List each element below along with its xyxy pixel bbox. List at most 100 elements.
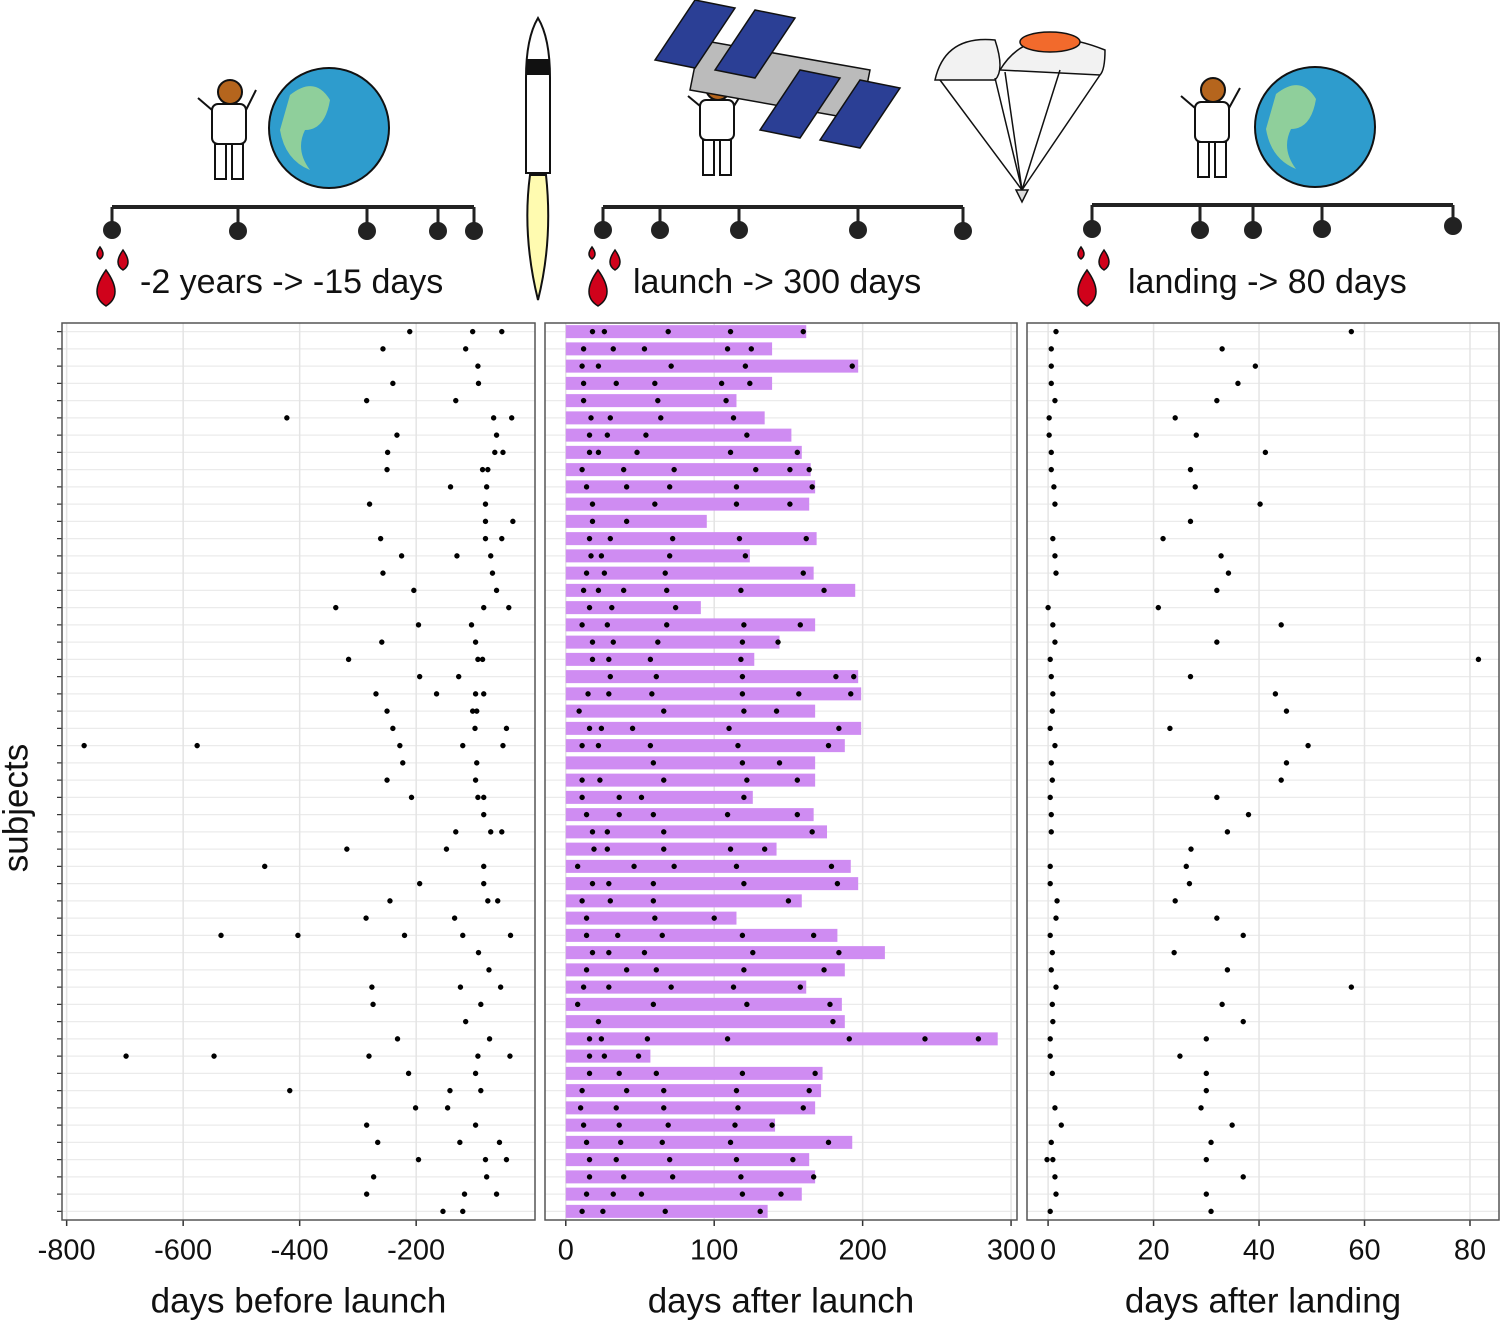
bar (565, 411, 765, 425)
dot (1187, 673, 1194, 680)
dot (623, 967, 630, 973)
dot (641, 346, 648, 352)
dot (812, 1070, 818, 1077)
dot (623, 518, 630, 525)
dot (579, 1087, 585, 1094)
dot (363, 1191, 370, 1197)
dot (1047, 932, 1053, 939)
dot (739, 1070, 746, 1077)
dot (616, 1122, 622, 1128)
earth-icon (268, 67, 390, 189)
dot (588, 553, 594, 559)
dot (1193, 432, 1199, 438)
dot (661, 708, 667, 714)
dot (1048, 1139, 1054, 1146)
dot (797, 984, 803, 990)
dot (583, 1191, 590, 1197)
dot (481, 863, 487, 870)
x-tick-label: 200 (838, 1235, 886, 1267)
dot (586, 535, 593, 542)
dot (738, 587, 744, 594)
bar (565, 445, 802, 459)
dot (849, 363, 855, 369)
dot (641, 949, 648, 956)
dot (1224, 967, 1231, 973)
bar (565, 428, 792, 442)
dot (787, 466, 793, 473)
dot (1214, 397, 1220, 404)
x-tick-label: -600 (154, 1235, 212, 1267)
dot (586, 604, 593, 611)
dot (485, 466, 491, 473)
dot (733, 484, 740, 490)
dot (753, 466, 759, 473)
dot (1348, 328, 1355, 335)
dot (661, 1105, 667, 1111)
dot (468, 622, 475, 628)
bar (565, 601, 701, 615)
bar (565, 514, 707, 528)
dot (1053, 984, 1059, 990)
dot (616, 1070, 622, 1077)
dot (671, 466, 677, 473)
dot (1235, 380, 1241, 387)
dot (585, 691, 591, 697)
dot (589, 949, 596, 956)
dot (1048, 760, 1054, 766)
dot (579, 777, 585, 783)
dot (401, 932, 408, 939)
panel-border (61, 322, 536, 1221)
dot (408, 794, 415, 801)
dot (586, 1070, 593, 1077)
dot (738, 1174, 744, 1180)
dot (629, 725, 636, 732)
dot (727, 449, 734, 456)
dot (610, 346, 616, 352)
dot (726, 725, 732, 732)
dot (664, 587, 670, 594)
dot (394, 432, 400, 438)
dot (1050, 622, 1056, 628)
dot (579, 466, 585, 473)
dot (1172, 898, 1178, 904)
dot (481, 691, 487, 697)
timeline (103, 203, 1462, 240)
dot (595, 363, 602, 369)
bar (565, 463, 811, 477)
dot (488, 829, 494, 835)
dot (810, 932, 817, 939)
bar (565, 583, 856, 597)
dot (1046, 432, 1052, 438)
dot (757, 1208, 763, 1215)
dot (1192, 484, 1198, 490)
dot (735, 742, 741, 749)
dot (462, 346, 469, 352)
dot (744, 1001, 750, 1008)
dot (1050, 535, 1056, 542)
dot (1187, 518, 1194, 525)
dot (586, 1174, 593, 1180)
dot (475, 380, 482, 387)
dot (761, 846, 768, 852)
dot (344, 846, 350, 852)
x-tick-label: -400 (271, 1235, 329, 1267)
dot (666, 484, 673, 490)
dot (380, 346, 386, 352)
dot (486, 967, 492, 973)
dot (747, 380, 753, 387)
dot (635, 1053, 642, 1059)
dot (1245, 811, 1252, 818)
dot (1214, 639, 1220, 645)
dot (363, 1122, 370, 1128)
dot (1171, 949, 1177, 956)
dot (483, 484, 490, 490)
dot (577, 1105, 584, 1111)
dot (384, 777, 390, 783)
bar (565, 1084, 822, 1098)
dot (387, 898, 393, 904)
dot (825, 1139, 832, 1146)
dot (1052, 639, 1058, 645)
dot (604, 829, 611, 835)
dot (922, 1036, 928, 1042)
